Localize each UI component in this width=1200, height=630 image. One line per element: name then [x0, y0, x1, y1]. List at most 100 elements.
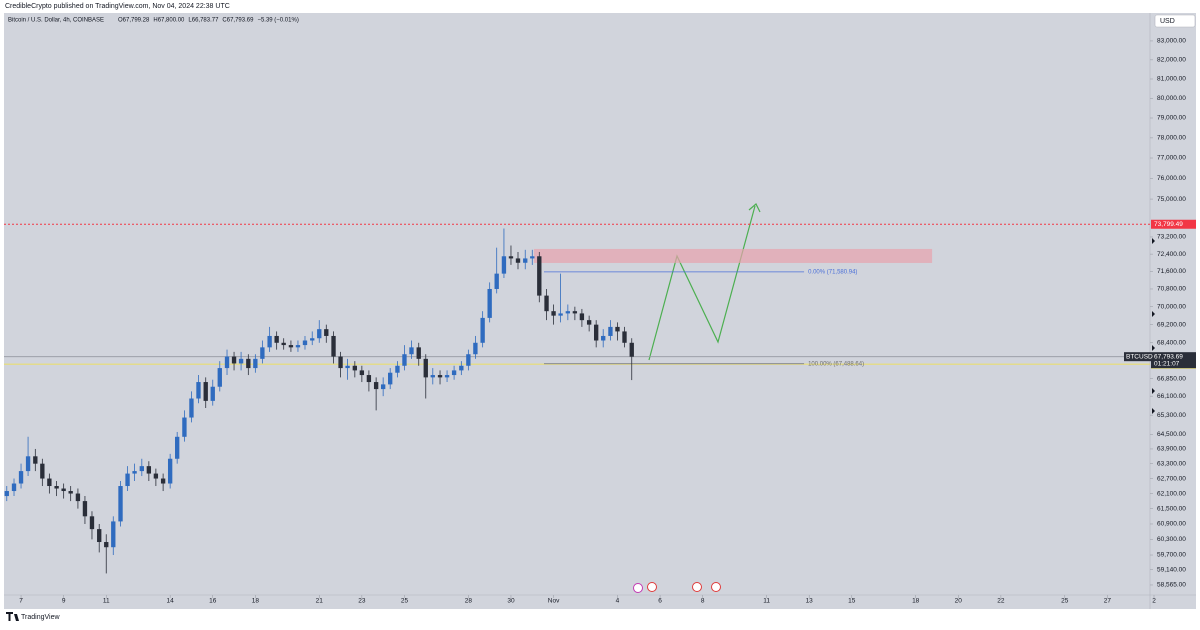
candle-body [430, 375, 435, 378]
candle-body [253, 358, 258, 369]
y-tick-label: 69,200.00 [1157, 321, 1186, 328]
x-tick-label: 13 [806, 598, 814, 605]
candle-body [593, 324, 599, 341]
candle-body [288, 345, 294, 348]
x-tick-label: 16 [209, 598, 217, 605]
candle-body [61, 488, 66, 492]
candle-body [565, 311, 571, 314]
chart-background [4, 13, 1196, 609]
candle-body [203, 382, 208, 401]
candle-body [224, 356, 230, 369]
candle-body [409, 347, 414, 355]
axis-marker [1152, 388, 1155, 394]
candle-body [622, 331, 627, 343]
candle-body [629, 342, 634, 357]
y-tick-label: 63,300.00 [1157, 460, 1186, 467]
candle-body [75, 493, 81, 502]
countdown: 01:21:07 [1154, 360, 1180, 367]
candle-body [18, 471, 24, 484]
candle-body [302, 340, 308, 346]
candle-body [231, 356, 237, 364]
candle-body [345, 365, 350, 369]
candle-body [238, 358, 244, 364]
y-tick-label: 62,700.00 [1157, 475, 1186, 482]
x-tick-label: 7 [19, 598, 23, 605]
candle-body [146, 466, 152, 474]
candle-body [210, 386, 215, 401]
candle-body [380, 384, 386, 390]
publisher: CredibleCrypto published on TradingView.… [5, 3, 230, 10]
y-tick-label: 66,850.00 [1157, 375, 1186, 382]
y-tick-label: 63,900.00 [1157, 446, 1186, 453]
x-tick-label: 25 [401, 598, 409, 605]
y-tick-label: 76,000.00 [1157, 175, 1186, 182]
event-icon [633, 583, 643, 593]
x-tick-label: 23 [358, 598, 366, 605]
candle-body [515, 258, 521, 263]
event-icons [633, 582, 721, 593]
ohlc-label: C67,793.69 [222, 18, 254, 24]
y-tick-label: 72,400.00 [1157, 251, 1186, 258]
candle-body [175, 436, 180, 459]
candle-body [153, 473, 159, 479]
candle-body [139, 466, 144, 472]
candle-body [601, 335, 606, 341]
event-icon [711, 582, 721, 592]
y-tick-label: 64,500.00 [1157, 431, 1186, 438]
candle-body [217, 368, 222, 387]
candle-body [451, 370, 457, 376]
y-tick-label: 70,800.00 [1157, 286, 1186, 293]
candle-body [579, 313, 585, 321]
candle-body [494, 273, 499, 289]
y-tick-label: 58,565.00 [1157, 582, 1186, 589]
y-tick-label: 61,500.00 [1157, 505, 1186, 512]
x-tick-label: 4 [616, 598, 620, 605]
y-tick-label: 82,000.00 [1157, 57, 1186, 64]
candle-body [487, 288, 492, 318]
projection-arrow [748, 203, 761, 213]
candle-body [104, 542, 109, 548]
x-tick-label: 11 [763, 598, 770, 605]
candle-body [373, 382, 379, 390]
candle-body [324, 329, 329, 336]
candle-body [615, 326, 620, 332]
candle-body [366, 375, 372, 383]
fib-label: 100.00% (67,488.64) [808, 361, 864, 367]
ohlc-label: O67,799.28 [118, 18, 150, 24]
y-tick-label: 75,000.00 [1157, 196, 1186, 203]
candle-body [89, 516, 95, 530]
fib-label: 0.00% (71,580.94) [808, 269, 857, 275]
candle-body [11, 483, 17, 492]
candle-body [551, 311, 556, 316]
candle-body [586, 320, 592, 325]
candle-body [118, 486, 123, 522]
x-tick-label: 20 [955, 598, 963, 605]
y-tick-label: 59,700.00 [1157, 552, 1186, 559]
candle-body [246, 358, 251, 369]
x-tick-label: 8 [701, 598, 705, 605]
y-tick-label: 71,600.00 [1157, 268, 1186, 275]
candle-body [4, 491, 9, 497]
brand: TradingView [21, 614, 60, 621]
candle-body [473, 342, 478, 355]
candle-body [544, 295, 549, 312]
candle-body [40, 463, 45, 479]
y-tick-label: 62,100.00 [1157, 490, 1186, 497]
x-tick-label: 15 [848, 598, 856, 605]
y-tick-label: 78,000.00 [1157, 135, 1186, 142]
candle-body [25, 456, 31, 472]
candle-body [480, 317, 485, 343]
x-tick-label: 11 [103, 598, 110, 605]
x-tick-label: 2 [1152, 598, 1156, 605]
symbol: BTCUSD [1126, 353, 1153, 360]
candle-body [508, 256, 514, 259]
y-tick-label: 60,900.00 [1157, 521, 1186, 528]
candle-body [267, 335, 272, 348]
y-tick-label: 81,000.00 [1157, 76, 1186, 83]
legend-title: Bitcoin / U.S. Dollar, 4h, COINBASE [8, 18, 104, 24]
x-tick-label: 6 [658, 598, 662, 605]
candle-body [317, 329, 322, 339]
y-tick-label: 60,300.00 [1157, 536, 1186, 543]
x-tick-label: 18 [912, 598, 920, 605]
